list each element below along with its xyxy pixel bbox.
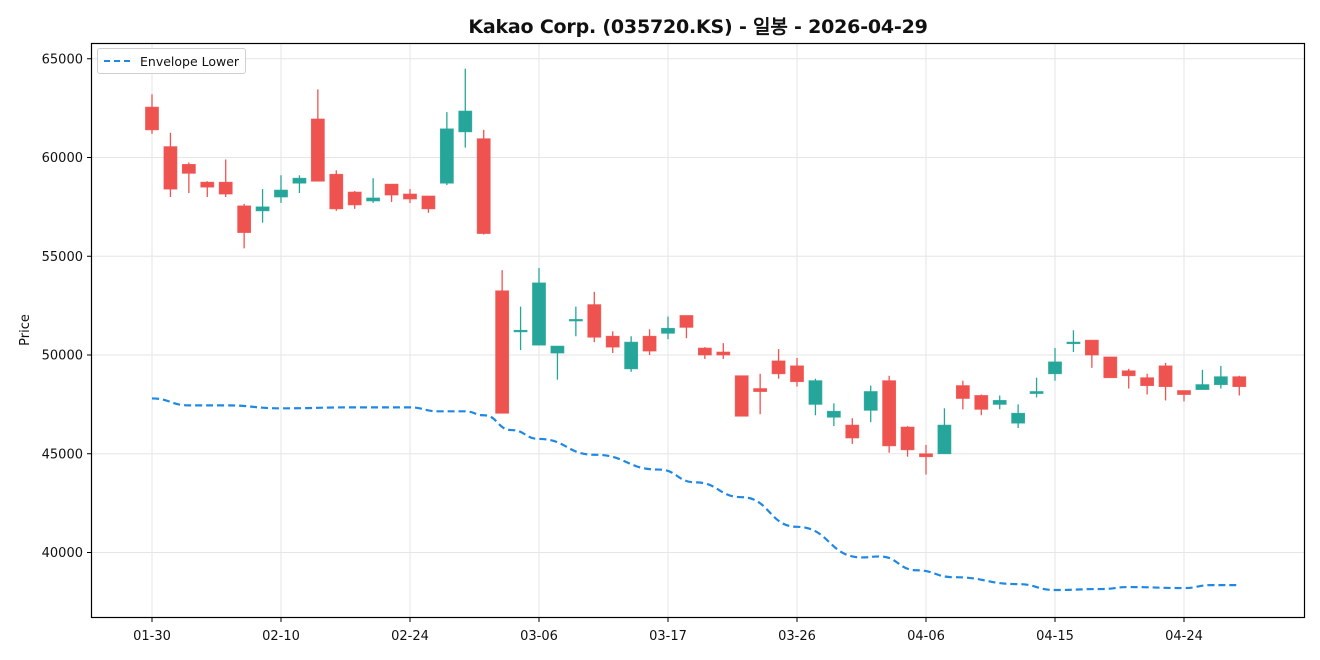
candle <box>697 347 712 359</box>
candle <box>642 329 657 355</box>
x-tick-label: 03-17 <box>649 629 687 644</box>
x-tick-label: 02-24 <box>391 629 429 644</box>
candle <box>1232 375 1247 396</box>
candle <box>439 112 454 186</box>
x-tick-label: 04-15 <box>1036 629 1074 644</box>
y-tick-label: 40000 <box>42 546 83 561</box>
candle <box>1029 377 1044 398</box>
candle <box>882 375 897 453</box>
candle <box>550 345 565 380</box>
candle <box>532 268 546 346</box>
candle <box>753 373 768 415</box>
candle <box>255 189 270 223</box>
candle <box>403 189 417 203</box>
candle <box>661 316 675 340</box>
envelope-lower-path <box>151 397 1240 592</box>
candle <box>605 331 620 354</box>
candle <box>495 270 510 414</box>
candle <box>292 175 307 194</box>
x-tick-label: 03-06 <box>520 629 558 644</box>
candle <box>845 418 860 444</box>
candle <box>1140 373 1155 395</box>
candle <box>1048 348 1062 381</box>
y-tick-label: 45000 <box>42 447 83 462</box>
candle <box>237 203 252 249</box>
x-tick-label: 04-24 <box>1165 629 1203 644</box>
candle <box>587 291 602 343</box>
candle <box>1103 356 1118 379</box>
x-tick-label: 03-26 <box>778 629 816 644</box>
candlesticks <box>145 68 1247 475</box>
candle <box>384 183 399 202</box>
x-tick-label: 02-10 <box>262 629 300 644</box>
candle <box>513 306 528 351</box>
candle <box>163 132 178 197</box>
candle <box>624 336 639 372</box>
candle <box>458 68 473 148</box>
y-axis: 40000 45000 50000 55000 60000 65000 <box>42 52 92 561</box>
candle <box>1213 365 1228 389</box>
y-tick-label: 50000 <box>42 349 83 364</box>
legend: Envelope Lower <box>97 48 247 74</box>
candle <box>734 375 749 417</box>
candle <box>974 394 989 416</box>
candle <box>181 162 196 194</box>
candle <box>274 175 288 203</box>
y-axis-label: Price <box>18 314 33 346</box>
x-tick-label: 01-30 <box>133 629 171 644</box>
candle <box>329 170 344 211</box>
candle <box>476 129 491 235</box>
envelope-lower-line <box>151 397 1240 592</box>
x-axis: 01-30 02-10 02-24 03-06 03-17 03-26 04-06 04-15… <box>133 617 1203 644</box>
candle <box>937 408 952 455</box>
legend-label-envelope-lower: Envelope Lower <box>140 53 240 69</box>
candle <box>900 426 915 457</box>
chart-title: Kakao Corp. (035720.KS) - 일봉 - 2026-04-2… <box>468 16 928 38</box>
candle <box>1158 362 1173 401</box>
dashed-line-swatch-icon <box>104 60 130 62</box>
candle <box>771 349 786 379</box>
candle <box>955 380 970 410</box>
candle <box>1084 339 1099 368</box>
candle <box>310 89 325 182</box>
candle <box>863 385 878 423</box>
candle <box>421 195 436 213</box>
y-tick-label: 65000 <box>42 52 83 67</box>
candle <box>808 378 823 416</box>
candle <box>1011 404 1026 429</box>
y-tick-label: 55000 <box>42 250 83 265</box>
candle <box>1177 390 1191 402</box>
candle <box>1066 330 1081 353</box>
candle <box>200 181 215 197</box>
x-tick-label: 04-06 <box>907 629 945 644</box>
y-tick-label: 60000 <box>42 151 83 166</box>
candle <box>145 94 159 134</box>
grid-lines <box>92 44 1304 617</box>
candle <box>347 191 362 209</box>
candle <box>919 444 933 475</box>
plot-frame <box>90 42 1306 619</box>
candle <box>366 178 381 203</box>
candle <box>826 403 841 427</box>
candle <box>992 395 1007 410</box>
candle <box>1195 369 1210 390</box>
candle <box>790 357 804 387</box>
candle <box>568 306 583 337</box>
candle <box>679 315 694 339</box>
candle <box>716 343 731 359</box>
candle <box>1121 368 1136 389</box>
candle <box>218 159 233 197</box>
